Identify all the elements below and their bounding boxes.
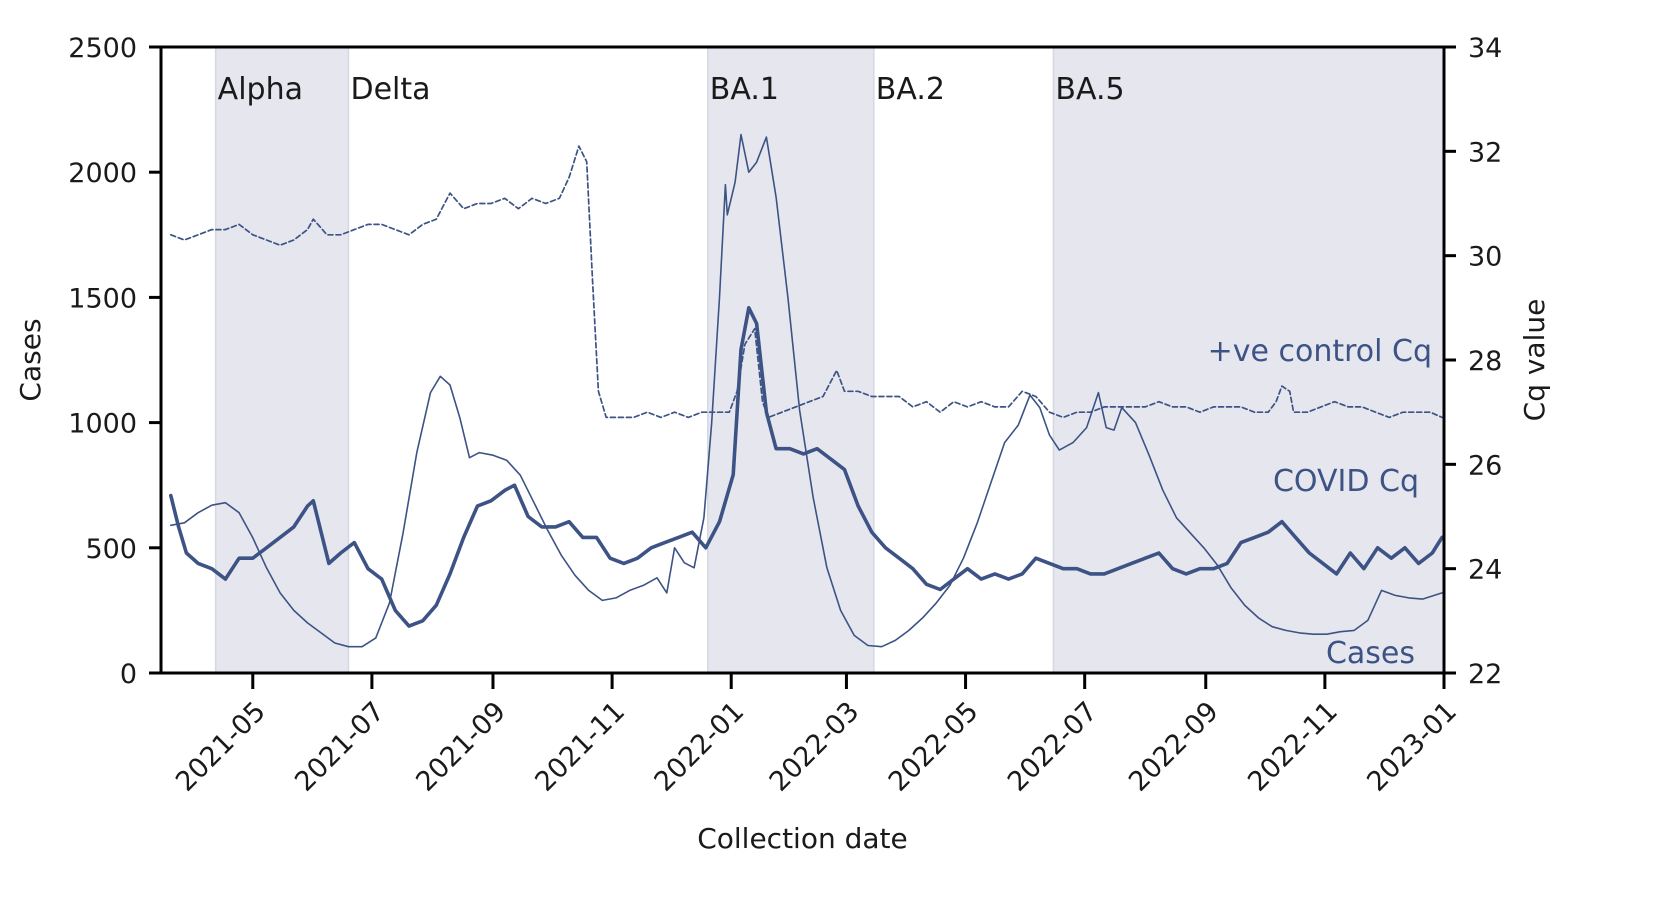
y-left-tick-label: 2500 (68, 33, 137, 64)
region-label-alpha: Alpha (218, 72, 303, 107)
y-left-tick-label: 0 (120, 659, 137, 690)
y-right-tick-label: 30 (1468, 242, 1502, 273)
x-tick-label: 2022-01 (648, 696, 750, 798)
region-label-ba1: BA.1 (710, 72, 779, 107)
y-right-tick-label: 24 (1468, 555, 1502, 586)
region-label-delta: Delta (350, 72, 430, 107)
x-tick-label: 2022-07 (1002, 696, 1104, 798)
series-label-covid-cq: COVID Cq (1273, 464, 1419, 499)
x-tick-label: 2022-09 (1123, 696, 1225, 798)
series-line-cases (170, 133, 1443, 648)
x-axis-title: Collection date (697, 822, 908, 855)
labels: Collection date Cases Cq value (14, 299, 1551, 855)
x-tick-label: 2022-03 (764, 696, 866, 798)
series-line-ve-control-cq (169, 145, 1443, 419)
y-left-tick-label: 500 (85, 534, 137, 565)
region-label-ba5: BA.5 (1055, 72, 1124, 107)
x-tick-label: 2021-09 (410, 696, 512, 798)
y-left-tick-label: 1000 (68, 409, 137, 440)
x-tick-label: 2022-11 (1242, 696, 1344, 798)
series-label-ve-control-cq: +ve control Cq (1208, 334, 1432, 369)
x-tick-label: 2021-07 (289, 696, 391, 798)
y-right-tick-label: 28 (1468, 346, 1502, 377)
y-left-tick-label: 1500 (68, 283, 137, 314)
region-shade-alpha (215, 47, 349, 673)
y-axis-left-title: Cases (14, 318, 47, 401)
series-lines: Cases COVID Cq +ve control Cq (169, 133, 1444, 671)
x-tick-label: 2021-11 (529, 696, 631, 798)
y-right-tick-label: 32 (1468, 137, 1502, 168)
y-left-tick-label: 2000 (68, 158, 137, 189)
series-line-covid-cq (169, 306, 1444, 628)
y-right-tick-label: 34 (1468, 33, 1502, 64)
y-axis-right-title: Cq value (1518, 299, 1551, 422)
x-tick-label: 2022-05 (883, 696, 985, 798)
series-label-cases: Cases (1326, 636, 1415, 671)
x-tick-label: 2023-01 (1361, 696, 1463, 798)
region-label-ba2: BA.2 (876, 72, 945, 107)
x-tick-label: 2021-05 (170, 696, 272, 798)
y-right-tick-label: 26 (1468, 450, 1502, 481)
region-shade-ba1 (707, 47, 874, 673)
y-right-tick-label: 22 (1468, 659, 1502, 690)
